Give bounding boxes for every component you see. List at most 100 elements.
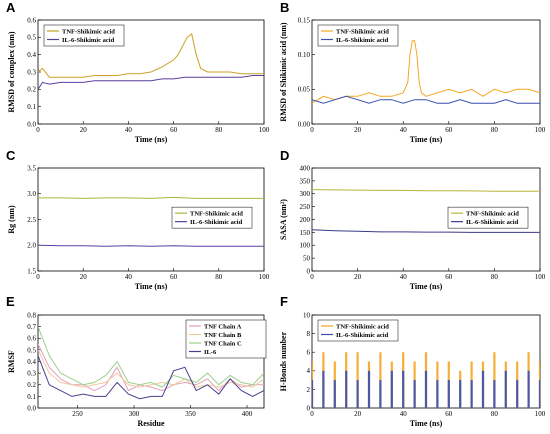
x-tick-label: 40 [125, 273, 133, 281]
legend-label: TNF Chain A [204, 323, 242, 330]
y-tick-label: 0.0 [27, 404, 36, 412]
x-tick-label: 0 [36, 273, 40, 281]
y-tick-label: 0.4 [27, 51, 36, 59]
x-tick-label: 250 [72, 410, 83, 418]
y-tick-label: 350 [300, 177, 311, 185]
y-tick-label: 400 [300, 164, 311, 172]
x-tick-label: 100 [535, 273, 546, 281]
y-tick-label: 0.3 [27, 68, 36, 76]
legend-box [43, 24, 125, 47]
y-tick-label: 0.00 [298, 120, 311, 128]
y-tick-label: 1.5 [27, 267, 36, 275]
y-tick-label: 0.2 [27, 381, 36, 389]
x-tick-label: 400 [242, 410, 253, 418]
y-tick-label: 0.2 [27, 86, 36, 94]
legend-label: TNF-Shikimic acid [466, 210, 519, 217]
x-tick-label: 100 [259, 126, 270, 134]
panel-letter: B [280, 0, 289, 15]
x-tick-label: 60 [445, 126, 453, 134]
x-tick-label: 20 [80, 126, 88, 134]
x-tick-label: 60 [445, 410, 453, 418]
legend-box [447, 206, 529, 229]
y-tick-label: 0.7 [27, 323, 36, 331]
x-tick-label: 0 [36, 126, 40, 134]
y-tick-label: 2.5 [27, 216, 36, 224]
x-tick-label: 0 [310, 126, 314, 134]
y-tick-label: 3.5 [27, 164, 36, 172]
y-tick-label: 0 [307, 267, 311, 275]
y-tick-label: 150 [300, 229, 311, 237]
series-line [38, 244, 264, 247]
y-tick-label: 0.8 [27, 311, 36, 319]
series-line [312, 40, 540, 104]
y-tick-label: 0.10 [298, 51, 311, 59]
y-tick-label: 0.1 [27, 103, 36, 111]
y-tick-label: 0.05 [298, 86, 311, 94]
series-line [38, 343, 264, 392]
legend-label: TNF Chain B [204, 332, 242, 339]
x-axis-title: Time (ns) [135, 282, 168, 291]
x-axis-title: Time (ns) [410, 135, 443, 144]
x-tick-label: 300 [129, 410, 140, 418]
x-tick-label: 40 [400, 126, 408, 134]
x-axis-title: Residue [137, 419, 165, 428]
x-tick-label: 20 [354, 410, 362, 418]
y-tick-label: 0.6 [27, 335, 36, 343]
legend-label: TNF-Shikimic acid [190, 210, 243, 217]
legend-label: IL-6-Shikimic acid [336, 332, 389, 339]
panel-letter: E [6, 294, 15, 309]
legend-label: TNF-Shikimic acid [62, 28, 115, 35]
plot-frame [311, 19, 541, 125]
y-axis-title: RMSD of complex (nm) [7, 31, 16, 112]
y-tick-label: 0.6 [27, 16, 36, 24]
y-tick-label: 250 [300, 203, 311, 211]
x-tick-label: 20 [354, 273, 362, 281]
y-tick-label: 0 [307, 404, 311, 412]
y-axis-title: RMSF [7, 350, 16, 373]
x-tick-label: 80 [491, 410, 499, 418]
y-tick-label: 50 [303, 255, 311, 263]
y-tick-label: 0.5 [27, 34, 36, 42]
x-tick-label: 60 [445, 273, 453, 281]
panel-letter: F [280, 294, 288, 309]
legend-label: TNF Chain C [204, 340, 242, 347]
x-tick-label: 20 [80, 273, 88, 281]
series-line [38, 355, 264, 400]
series-line [312, 95, 540, 104]
y-tick-label: 100 [300, 242, 311, 250]
x-tick-label: 80 [215, 126, 223, 134]
legend-box [171, 206, 253, 229]
y-tick-label: 3.0 [27, 190, 36, 198]
series-line [312, 229, 540, 233]
x-axis-title: Time (ns) [410, 419, 443, 428]
y-tick-label: 2.0 [27, 242, 36, 250]
x-tick-label: 0 [310, 410, 314, 418]
y-axis-title: RMSD of Shikimic acid (nm) [279, 22, 288, 121]
x-tick-label: 40 [125, 126, 133, 134]
x-axis-title: Time (ns) [135, 135, 168, 144]
x-axis-title: Time (ns) [410, 282, 443, 291]
y-tick-label: 4 [307, 367, 311, 375]
legend-label: IL-6-Shikimic acid [62, 37, 115, 44]
panel-a: A 0 20 40 60 80 100 0.0 0.1 0.2 0.3 0.4 0.5 0.6 Time (… [6, 0, 270, 144]
legend-label: TNF-Shikimic acid [336, 28, 389, 35]
legend-box [317, 24, 399, 47]
y-tick-label: 8 [307, 330, 311, 338]
y-tick-label: 0.1 [27, 393, 36, 401]
legend-label: IL-6-Shikimic acid [190, 219, 243, 226]
x-tick-label: 80 [215, 273, 223, 281]
panel-letter: D [280, 148, 289, 163]
y-tick-label: 200 [300, 216, 311, 224]
series-line [312, 189, 540, 192]
legend-label: IL-6 [204, 349, 217, 356]
x-tick-label: 80 [491, 126, 499, 134]
x-tick-label: 100 [259, 273, 270, 281]
x-tick-label: 100 [535, 410, 546, 418]
y-axis-title: H-Bonds number [279, 331, 288, 391]
x-tick-label: 40 [400, 273, 408, 281]
series-line [38, 326, 264, 388]
series-line [38, 196, 264, 199]
y-tick-label: 300 [300, 190, 311, 198]
x-tick-label: 100 [535, 126, 546, 134]
